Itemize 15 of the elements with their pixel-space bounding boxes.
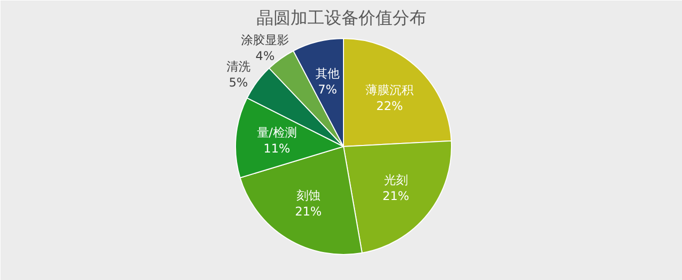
slice-label: 其他 [315, 66, 340, 80]
data-label: 22% [376, 98, 403, 113]
slice-label: 光刻 [384, 173, 408, 188]
slice-label: 量/检测 [256, 126, 297, 140]
data-label: 5% [228, 75, 248, 90]
data-label: 21% [382, 189, 410, 204]
slice-label: 涂胶显影 [241, 33, 290, 48]
slice-label: 刻蚀 [296, 188, 320, 202]
data-label: 21% [295, 204, 322, 218]
slice-label: 清洗 [226, 59, 250, 74]
data-label: 4% [256, 49, 275, 64]
chart-title: 晶圆加工设备价值分布 [256, 8, 426, 28]
data-label: 7% [318, 82, 338, 96]
slice-label: 薄膜沉积 [366, 82, 414, 97]
data-label: 11% [263, 142, 290, 156]
